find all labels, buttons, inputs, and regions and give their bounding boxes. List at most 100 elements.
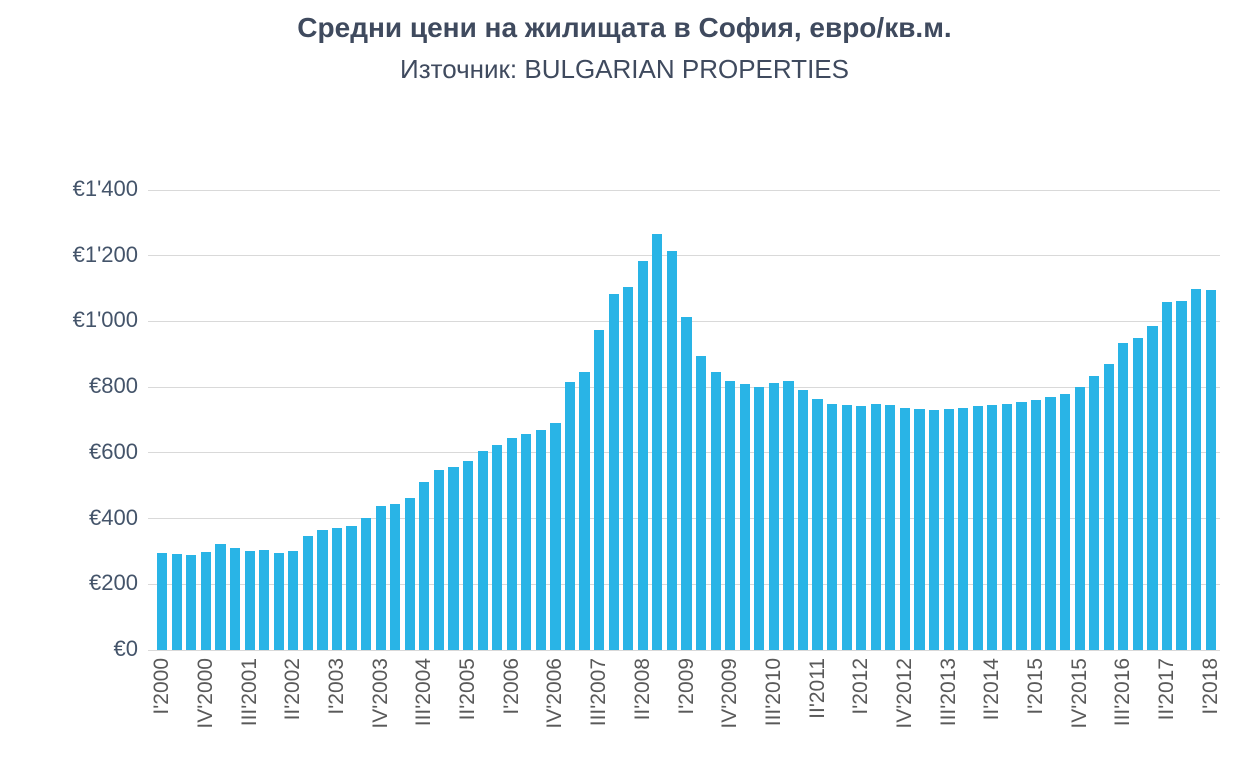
- bar: [448, 467, 459, 650]
- bar: [623, 286, 634, 650]
- x-tick-label: II'2002: [281, 658, 305, 721]
- bar: [273, 552, 284, 650]
- chart-subtitle: Източник: BULGARIAN PROPERTIES: [400, 54, 849, 84]
- bar: [958, 407, 969, 650]
- bar: [783, 381, 794, 650]
- bar: [1132, 337, 1143, 650]
- x-tick-label: II'2008: [630, 658, 654, 721]
- x-tick-label: III'2001: [237, 658, 261, 727]
- x-tick-label: III'2007: [587, 658, 611, 727]
- bar: [928, 410, 940, 650]
- bar: [914, 409, 925, 650]
- y-tick-label: €200: [89, 570, 138, 596]
- x-tick-label: IV'2000: [193, 658, 217, 729]
- bar: [535, 429, 546, 650]
- bar: [725, 380, 736, 650]
- x-tick-label: I'2000: [150, 658, 174, 715]
- gridline: [148, 255, 1220, 257]
- x-tick-label: II'2011: [805, 658, 829, 719]
- bar: [477, 450, 488, 650]
- y-tick-label: €600: [89, 438, 138, 464]
- bar: [200, 552, 212, 650]
- x-tick-label: II'2005: [456, 658, 480, 721]
- bar: [841, 405, 852, 650]
- bar: [390, 504, 401, 650]
- y-tick-label: €1'200: [72, 241, 138, 267]
- bar: [244, 551, 255, 650]
- y-tick-label: €400: [89, 504, 138, 530]
- y-tick-label: €1'400: [72, 175, 138, 201]
- bar: [739, 383, 750, 650]
- x-tick-label: III'2013: [936, 658, 960, 727]
- bar: [885, 405, 896, 650]
- bar: [870, 404, 881, 650]
- bar: [419, 481, 430, 650]
- bar: [521, 433, 532, 650]
- bar: [797, 390, 809, 650]
- x-tick-label: IV'2012: [892, 658, 916, 729]
- bar: [1030, 399, 1042, 650]
- x-tick-label: I'2018: [1198, 658, 1222, 715]
- bar: [492, 444, 503, 650]
- bar: [564, 382, 576, 650]
- bar: [608, 294, 619, 650]
- bar: [1045, 397, 1056, 650]
- bar: [1001, 403, 1012, 650]
- bar: [1016, 402, 1027, 650]
- bar: [1118, 342, 1129, 650]
- bar: [856, 405, 867, 650]
- bar: [1161, 302, 1173, 650]
- x-tick-label: IV'2015: [1067, 658, 1091, 729]
- bar: [302, 535, 313, 650]
- x-tick-label: I'2009: [674, 658, 698, 715]
- x-tick-label: III'2004: [412, 658, 436, 727]
- bar: [550, 423, 561, 650]
- bar: [317, 530, 328, 650]
- x-tick-label: IV'2003: [368, 658, 392, 729]
- bar: [361, 517, 372, 650]
- bar: [1147, 326, 1158, 650]
- x-tick-label: I'2003: [325, 658, 349, 715]
- bar: [346, 525, 357, 650]
- bar: [652, 234, 663, 650]
- bar: [1089, 375, 1100, 650]
- bar: [827, 403, 838, 650]
- gridline: [148, 649, 1220, 651]
- x-tick-label: I'2006: [499, 658, 523, 715]
- bar: [695, 355, 707, 650]
- bar: [1103, 364, 1114, 650]
- chart-title: Средни цени на жилищата в София, евро/кв…: [297, 12, 952, 43]
- bar: [433, 470, 445, 650]
- bar: [812, 399, 823, 650]
- gridline: [148, 189, 1220, 191]
- x-tick-label: IV'2006: [543, 658, 567, 729]
- bar: [666, 250, 678, 650]
- bar: [1176, 301, 1187, 650]
- x-tick-label: II'2014: [980, 658, 1004, 721]
- x-tick-label: I'2012: [849, 658, 873, 715]
- x-tick-label: I'2015: [1023, 658, 1047, 715]
- bar: [1205, 289, 1216, 650]
- bar: [331, 527, 343, 650]
- y-tick-label: €800: [89, 373, 138, 399]
- bar: [579, 372, 590, 650]
- x-tick-label: III'2010: [761, 658, 785, 727]
- bar: [157, 553, 168, 650]
- x-tick-label: IV'2009: [718, 658, 742, 729]
- bar: [375, 506, 386, 650]
- bar: [710, 372, 721, 650]
- bar: [594, 329, 605, 650]
- bar: [637, 260, 648, 650]
- bar: [943, 408, 954, 650]
- bar: [404, 498, 415, 650]
- bar: [987, 404, 998, 650]
- bar: [462, 460, 474, 650]
- bar: [259, 549, 270, 650]
- x-tick-label: II'2017: [1155, 658, 1179, 721]
- y-tick-label: €0: [113, 635, 138, 661]
- bar: [215, 544, 226, 650]
- bar: [171, 554, 182, 650]
- bar: [1191, 289, 1202, 650]
